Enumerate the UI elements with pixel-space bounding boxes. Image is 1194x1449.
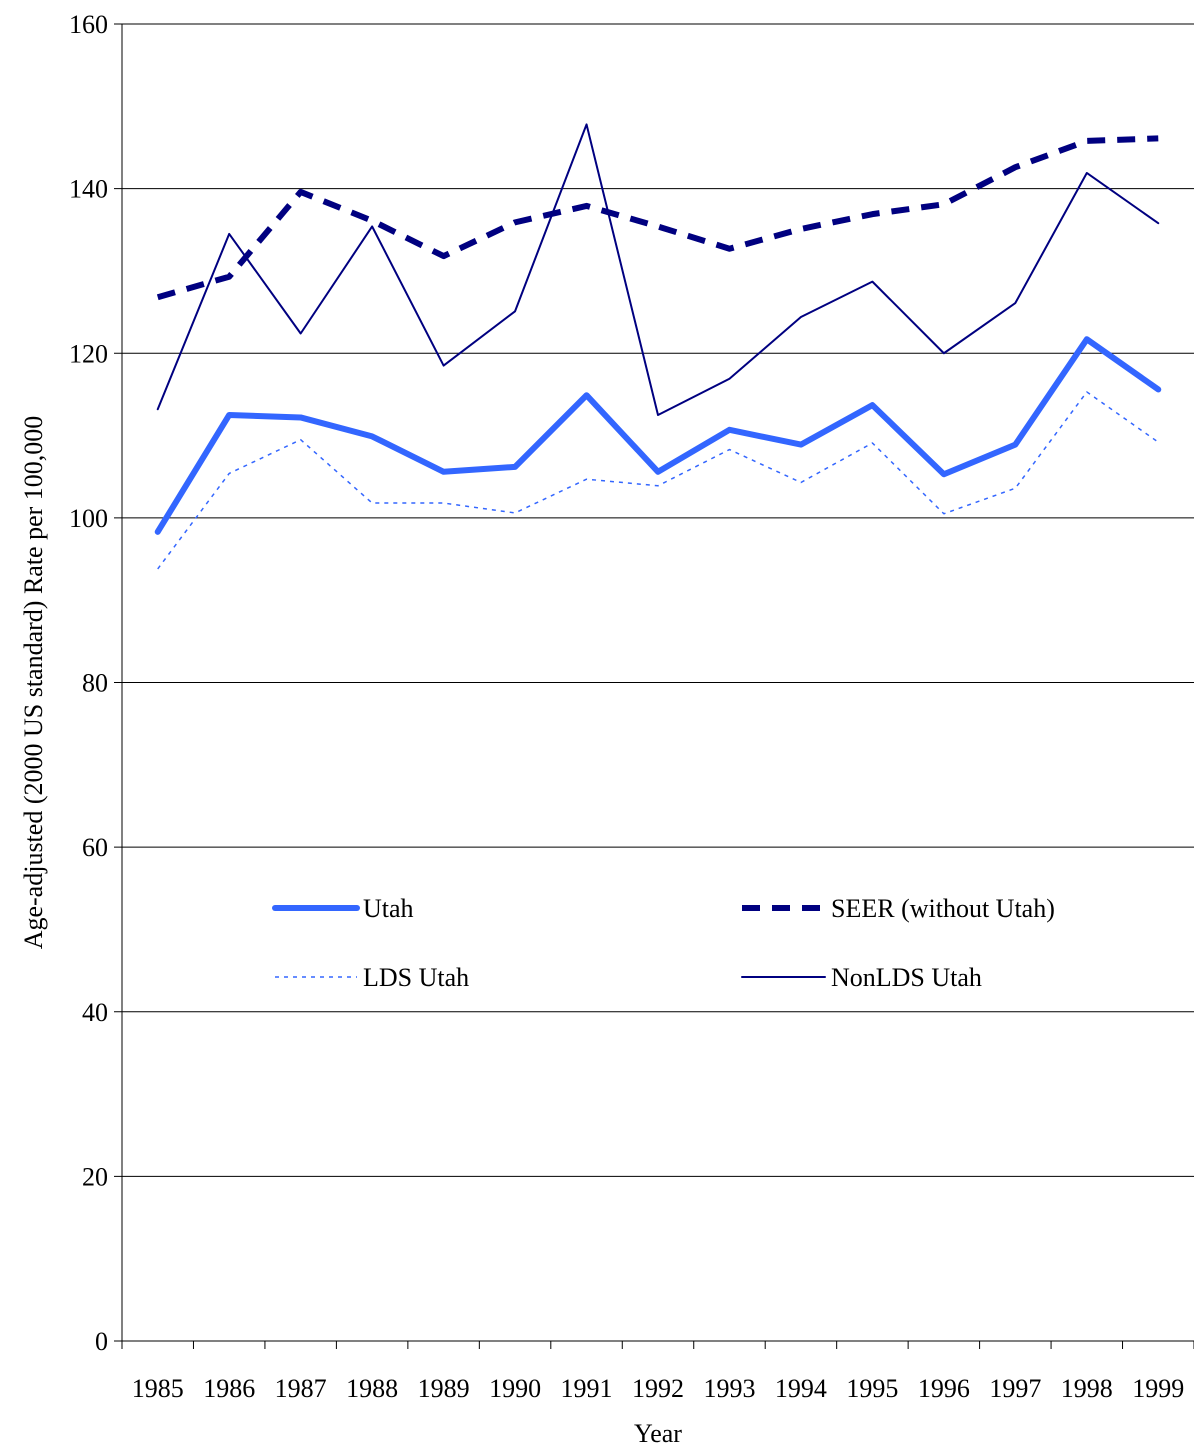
x-tick-label: 1993: [703, 1374, 755, 1403]
legend-label: SEER (without Utah): [831, 894, 1055, 923]
axes: 0 20 40 60 80 100 120 140 160 1985 1986 1987 1988 198…: [69, 10, 1194, 1403]
x-tick-label: 1991: [561, 1374, 613, 1403]
series-lines: [154, 123, 1162, 570]
y-tick-label: 140: [69, 175, 108, 204]
x-tick-label: 1990: [489, 1374, 541, 1403]
y-tick-label: 40: [82, 998, 108, 1027]
x-tick-label: 1997: [989, 1374, 1041, 1403]
x-tick-label: 1994: [775, 1374, 827, 1403]
y-tick-label: 60: [82, 833, 108, 862]
x-tick-label: 1989: [418, 1374, 470, 1403]
y-tick-label: 160: [69, 10, 108, 39]
x-tick-label: 1986: [203, 1374, 255, 1403]
series-line-seer-without-utah: [156, 135, 1159, 301]
x-tick-label: 1999: [1132, 1374, 1184, 1403]
x-axis-title: Year: [634, 1419, 682, 1448]
legend: Utah SEER (without Utah) LDS Utah NonLDS Ut…: [272, 894, 1055, 992]
legend-label: NonLDS Utah: [831, 963, 982, 992]
y-axis-title: Age-adjusted (2000 US standard) Rate per…: [19, 416, 48, 950]
series-line-nonlds-utah: [156, 123, 1160, 416]
x-tick-label: 1992: [632, 1374, 684, 1403]
x-tick-label: 1995: [846, 1374, 898, 1403]
legend-label: Utah: [363, 894, 414, 923]
series-line-utah: [154, 336, 1162, 535]
legend-label: LDS Utah: [363, 963, 469, 992]
y-tick-label: 120: [69, 339, 108, 368]
y-tick-label: 80: [82, 669, 108, 698]
y-tick-label: 20: [82, 1162, 108, 1191]
x-tick-label: 1996: [918, 1374, 970, 1403]
x-tick-label: 1985: [132, 1374, 184, 1403]
x-tick-label: 1987: [275, 1374, 327, 1403]
y-tick-label: 100: [69, 504, 108, 533]
x-tick-label: 1998: [1061, 1374, 1113, 1403]
y-tick-label: 0: [95, 1327, 108, 1356]
gridlines: [122, 23, 1194, 1177]
x-tick-label: 1988: [346, 1374, 398, 1403]
series-line-lds-utah: [157, 391, 1159, 570]
